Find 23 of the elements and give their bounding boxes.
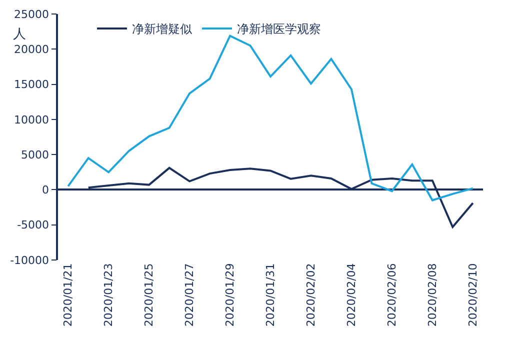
- y-tick-label: 0: [42, 184, 50, 197]
- x-tick-label: 2020/02/06: [386, 263, 399, 327]
- x-tick-label: 2020/01/23: [102, 263, 116, 327]
- y-axis-title: 人: [13, 27, 26, 42]
- y-tick-label: 20000: [14, 42, 50, 56]
- legend-label: 净新增疑似: [132, 22, 192, 36]
- y-tick-label: -5000: [17, 218, 50, 232]
- legend-label: 净新增医学观察: [237, 22, 321, 36]
- x-tick-label: 2020/01/21: [62, 263, 75, 327]
- x-tick-label: 2020/01/31: [264, 263, 278, 327]
- y-tick-label: 25000: [14, 8, 50, 21]
- y-tick-label: 10000: [14, 113, 50, 126]
- x-tick-label: 2020/02/04: [345, 263, 358, 327]
- y-tick-label: -10000: [10, 254, 50, 267]
- x-tick-label: 2020/01/25: [142, 263, 156, 327]
- line-series: [67, 34, 474, 202]
- x-tick-label: 2020/02/10: [466, 263, 480, 327]
- x-tick-label: 2020/01/27: [183, 263, 196, 327]
- y-tick-label: 5000: [21, 148, 50, 162]
- y-tick-label: 15000: [14, 78, 50, 92]
- x-tick-label: 2020/02/02: [304, 263, 318, 327]
- x-tick-label: 2020/01/29: [224, 263, 237, 327]
- x-tick-label: 2020/02/08: [426, 263, 439, 327]
